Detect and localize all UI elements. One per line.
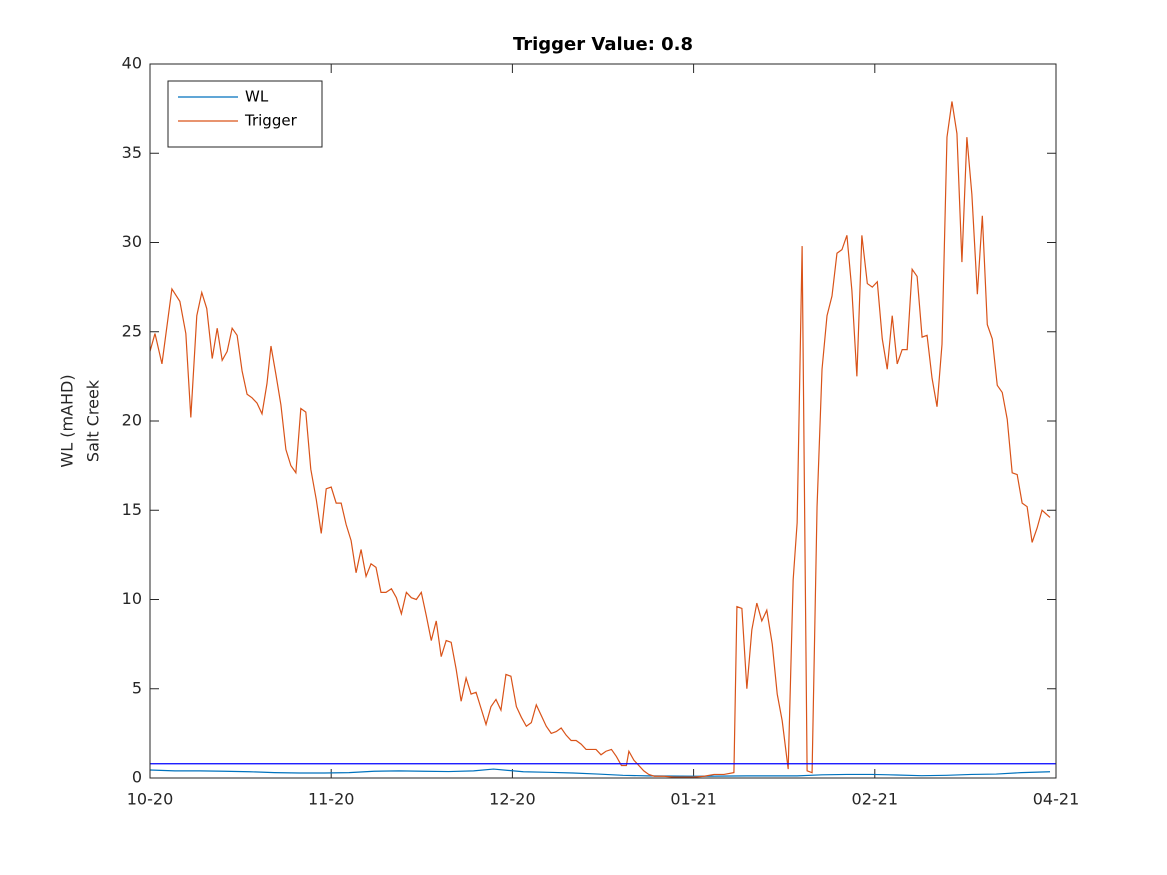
y-tick-label: 0 [132, 768, 142, 787]
x-tick-label: 01-21 [670, 790, 717, 809]
y-tick-label: 15 [122, 500, 142, 519]
legend-box [167, 80, 323, 148]
data-line [149, 101, 1051, 778]
y-tick-label: 10 [122, 589, 142, 608]
x-tick-label: 10-20 [127, 790, 174, 809]
y-tick-label: 30 [122, 232, 142, 251]
legend-label: Trigger [244, 112, 298, 130]
y-tick-label: 35 [122, 143, 142, 162]
chart-title: Trigger Value: 0.8 [513, 34, 693, 55]
legend-label: WL [245, 88, 269, 106]
x-tick-label: 12-20 [489, 790, 536, 809]
y-axis-label: WL (mAHD) [58, 374, 77, 467]
y-tick-label: 40 [122, 54, 142, 73]
x-tick-label: 11-20 [308, 790, 355, 809]
y-tick-label: 5 [132, 678, 142, 697]
y-tick-label: 25 [122, 321, 142, 340]
x-tick-label: 04-21 [1033, 790, 1080, 809]
plot-frame [149, 63, 1057, 779]
x-tick-label: 02-21 [852, 790, 899, 809]
data-line [149, 768, 1051, 777]
legend: WL Trigger [167, 80, 323, 148]
y-tick-label: 20 [122, 411, 142, 430]
y-axis-label: Salt Creek [84, 379, 103, 462]
